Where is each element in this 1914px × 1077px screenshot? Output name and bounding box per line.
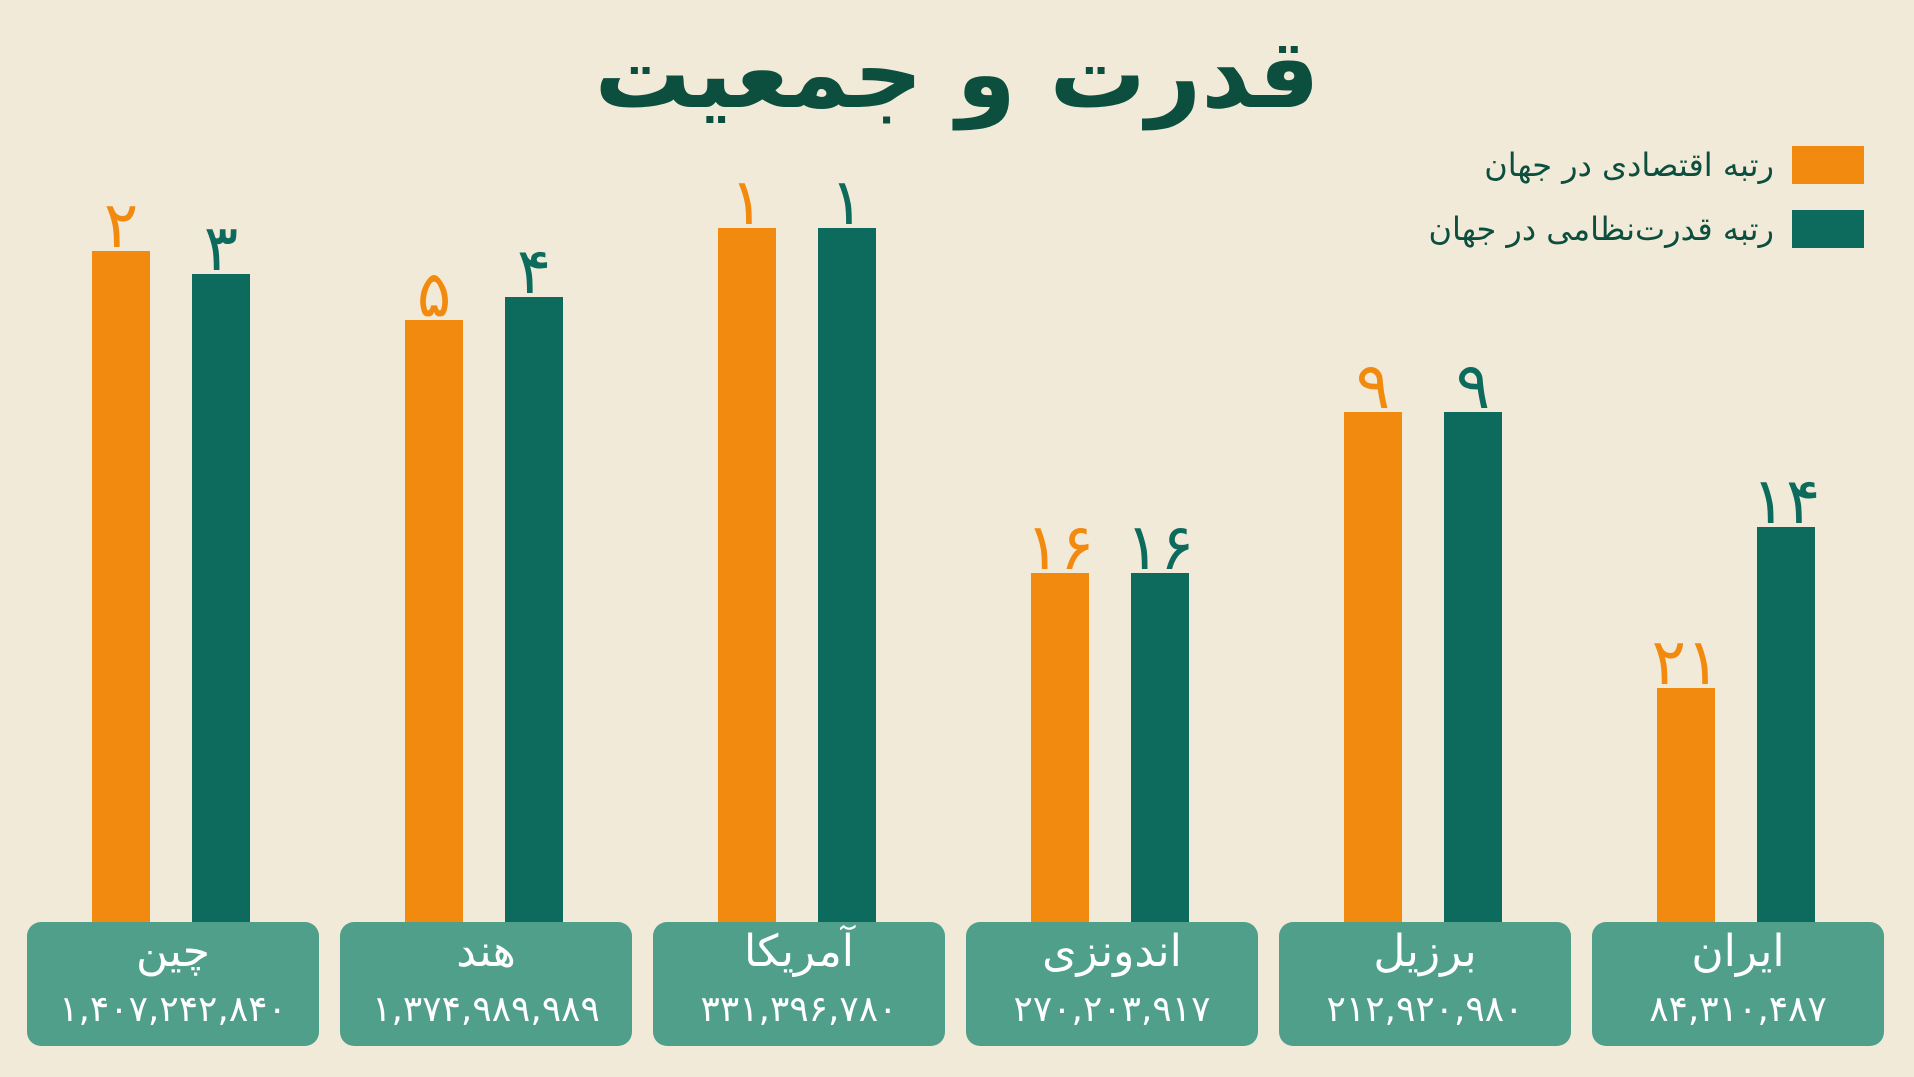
- data-label-economic-5: ۲۱: [1652, 626, 1721, 700]
- data-label-military-5: ۱۴: [1752, 465, 1821, 539]
- data-label-economic-2: ۱: [730, 166, 764, 240]
- country-name: برزیل: [1373, 926, 1477, 977]
- bar-economic-0: [92, 251, 150, 922]
- bar-military-5: [1757, 527, 1815, 922]
- bar-economic-3: [1031, 573, 1089, 922]
- legend-label-economic: رتبه اقتصادی در جهان: [1484, 146, 1774, 184]
- bar-military-3: [1131, 573, 1189, 922]
- country-population: ۱,۳۷۴,۹۸۹,۹۸۹: [372, 989, 600, 1030]
- bar-military-2: [818, 228, 876, 922]
- country-population: ۸۴,۳۱۰,۴۸۷: [1649, 989, 1827, 1030]
- legend-swatch-economic: [1792, 146, 1864, 184]
- country-name: آمریکا: [743, 926, 855, 977]
- data-label-economic-3: ۱۶: [1026, 511, 1095, 585]
- country-label-box: آمریکا ۳۳۱,۳۹۶,۷۸۰: [653, 922, 945, 1046]
- country-population: ۲۷۰,۲۰۳,۹۱۷: [1013, 989, 1211, 1030]
- country-label-box: هند ۱,۳۷۴,۹۸۹,۹۸۹: [340, 922, 632, 1046]
- bar-economic-2: [718, 228, 776, 922]
- country-name: ایران: [1691, 926, 1785, 977]
- chart-title: قدرت و جمعیت: [594, 18, 1320, 130]
- data-label-military-0: ۳: [204, 212, 238, 286]
- country-label-box: چین ۱,۴۰۷,۲۴۲,۸۴۰: [27, 922, 319, 1046]
- bar-military-4: [1444, 412, 1502, 922]
- country-label-box: اندونزی ۲۷۰,۲۰۳,۹۱۷: [966, 922, 1258, 1046]
- bar-military-0: [192, 274, 250, 922]
- country-name: چین: [136, 926, 210, 977]
- legend-item-economic: رتبه اقتصادی در جهان: [1428, 145, 1864, 185]
- country-name: اندونزی: [1042, 926, 1182, 977]
- legend-swatch-military: [1792, 210, 1864, 248]
- data-label-economic-4: ۹: [1356, 350, 1390, 424]
- bar-economic-4: [1344, 412, 1402, 922]
- country-population: ۳۳۱,۳۹۶,۷۸۰: [700, 989, 898, 1030]
- legend: رتبه اقتصادی در جهان رتبه قدرت‌نظامی در …: [1428, 145, 1864, 273]
- bar-economic-1: [405, 320, 463, 922]
- legend-label-military: رتبه قدرت‌نظامی در جهان: [1428, 210, 1774, 248]
- country-label-box: برزیل ۲۱۲,۹۲۰,۹۸۰: [1279, 922, 1571, 1046]
- data-label-economic-0: ۲: [104, 189, 138, 263]
- bar-economic-5: [1657, 688, 1715, 922]
- country-population: ۱,۴۰۷,۲۴۲,۸۴۰: [59, 989, 287, 1030]
- country-population: ۲۱۲,۹۲۰,۹۸۰: [1326, 989, 1524, 1030]
- data-label-military-3: ۱۶: [1126, 511, 1195, 585]
- country-name: هند: [456, 926, 516, 977]
- data-label-military-4: ۹: [1456, 350, 1490, 424]
- data-label-economic-1: ۵: [417, 258, 451, 332]
- data-label-military-1: ۴: [517, 235, 551, 309]
- data-label-military-2: ۱: [830, 166, 864, 240]
- bar-military-1: [505, 297, 563, 922]
- country-label-box: ایران ۸۴,۳۱۰,۴۸۷: [1592, 922, 1884, 1046]
- legend-item-military: رتبه قدرت‌نظامی در جهان: [1428, 209, 1864, 249]
